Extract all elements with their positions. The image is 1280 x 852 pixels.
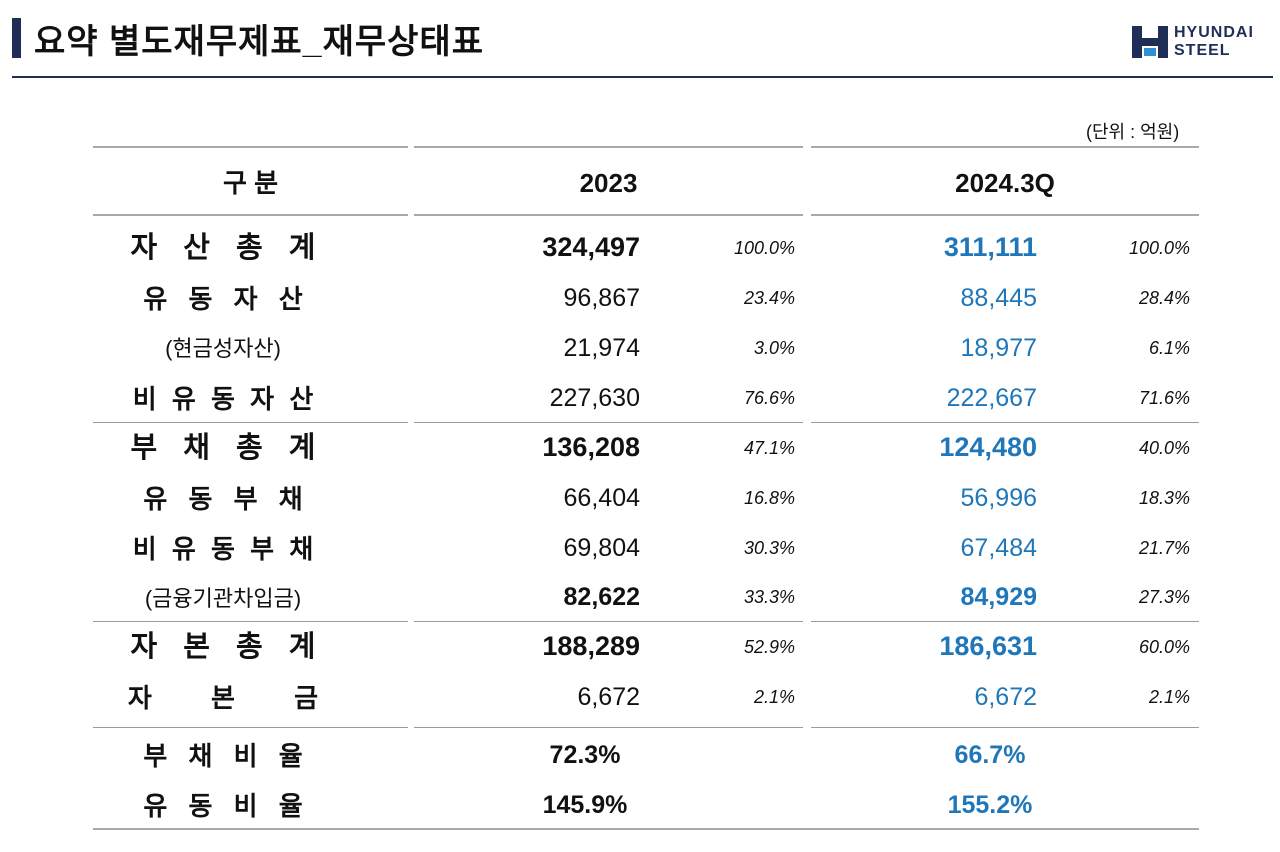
value-2024-3q: 186,631: [939, 631, 1037, 661]
title-accent-bar: [12, 18, 21, 58]
debt-ratio-2024-3q: 66.7%: [954, 741, 1026, 769]
header-bottom-rule: [93, 214, 408, 216]
row-label: 비 유 동 부 채: [132, 534, 314, 564]
section-rule: [811, 727, 1199, 728]
ratio-2024-3q: 100.0%: [1128, 238, 1190, 258]
row-label: 부 채 총 계: [130, 432, 316, 464]
table-bottom-rule: [93, 828, 1199, 830]
unit-note: (단위 : 억원): [1086, 122, 1180, 142]
value-2024-3q: 88,445: [960, 284, 1037, 312]
row-label: (현금성자산): [165, 336, 281, 361]
ratio-2024-3q: 28.4%: [1138, 288, 1190, 308]
ratio-2023: 23.4%: [743, 288, 795, 308]
ratio-label: 유 동 비 율: [143, 791, 303, 821]
ratio-2024-3q: 6.1%: [1148, 338, 1190, 358]
value-2023: 227,630: [549, 384, 640, 412]
logo-line-2: STEEL: [1174, 42, 1231, 59]
value-2024-3q: 124,480: [939, 432, 1037, 462]
section-rule: [93, 422, 408, 423]
table-top-rule: [93, 146, 408, 148]
section-rule: [811, 422, 1199, 423]
header-divider: [12, 76, 1273, 78]
section-rule: [93, 727, 408, 728]
value-2023: 324,497: [542, 232, 640, 262]
ratio-2023: 100.0%: [733, 238, 795, 258]
table-top-rule: [811, 146, 1199, 148]
value-2023: 188,289: [542, 631, 640, 661]
hyundai-steel-logo: HYUNDAI STEEL: [1130, 22, 1270, 66]
section-rule: [811, 621, 1199, 622]
ratio-2023: 30.3%: [743, 538, 795, 558]
ratio-2024-3q: 71.6%: [1138, 388, 1190, 408]
ratio-2024-3q: 21.7%: [1138, 538, 1190, 558]
section-rule: [414, 727, 803, 728]
ratio-2023: 47.1%: [743, 438, 795, 458]
ratio-2024-3q: 2.1%: [1148, 687, 1190, 707]
header-bottom-rule: [414, 214, 803, 216]
value-2024-3q: 222,667: [946, 384, 1037, 412]
row-label: 비 유 동 자 산: [132, 384, 314, 414]
value-2023: 82,622: [563, 583, 640, 611]
ratio-2023: 3.0%: [753, 338, 795, 358]
debt-ratio-2023: 72.3%: [549, 741, 621, 769]
row-label: 유 동 자 산: [143, 284, 303, 314]
value-2023: 136,208: [542, 432, 640, 462]
value-2023: 69,804: [563, 534, 640, 562]
ratio-2023: 52.9%: [743, 637, 795, 657]
value-2023: 21,974: [563, 334, 640, 362]
column-header-2024-3q: 2024.3Q: [955, 168, 1055, 198]
table-top-rule: [414, 146, 803, 148]
current-ratio-2023: 145.9%: [542, 791, 628, 819]
section-rule: [93, 621, 408, 622]
current-ratio-2024-3q: 155.2%: [947, 791, 1033, 819]
value-2024-3q: 56,996: [960, 484, 1037, 512]
ratio-2023: 2.1%: [753, 687, 795, 707]
ratio-2024-3q: 27.3%: [1138, 587, 1190, 607]
row-label: 자 본 총 계: [130, 631, 316, 663]
ratio-label: 부 채 비 율: [143, 741, 303, 771]
ratio-2023: 16.8%: [743, 488, 795, 508]
slide-header: 요약 별도재무제표_재무상태표 HYUNDAI STEEL: [0, 0, 1280, 78]
ratio-2024-3q: 18.3%: [1138, 488, 1190, 508]
row-label: 자 본 금: [127, 683, 319, 713]
value-2024-3q: 6,672: [974, 683, 1037, 711]
section-rule: [414, 422, 803, 423]
value-2024-3q: 18,977: [960, 334, 1037, 362]
column-header-2023: 2023: [579, 168, 638, 198]
row-label: 자 산 총 계: [130, 232, 316, 264]
value-2024-3q: 67,484: [960, 534, 1037, 562]
column-header-label: 구 분: [222, 168, 279, 198]
logo-line-1: HYUNDAI: [1174, 24, 1254, 41]
row-label: 유 동 부 채: [143, 484, 303, 514]
header-bottom-rule: [811, 214, 1199, 216]
value-2023: 96,867: [563, 284, 640, 312]
ratio-2023: 33.3%: [743, 587, 795, 607]
value-2023: 66,404: [563, 484, 640, 512]
ratio-2024-3q: 40.0%: [1138, 438, 1190, 458]
value-2024-3q: 311,111: [943, 232, 1037, 262]
ratio-2024-3q: 60.0%: [1138, 637, 1190, 657]
page-title: 요약 별도재무제표_재무상태표: [34, 23, 484, 61]
section-rule: [414, 621, 803, 622]
ratio-2023: 76.6%: [743, 388, 795, 408]
row-label: (금융기관차입금): [144, 586, 302, 611]
logo-text: HYUNDAI STEEL: [1174, 24, 1254, 60]
value-2023: 6,672: [577, 683, 640, 711]
value-2024-3q: 84,929: [960, 583, 1037, 611]
logo-h-icon: [1132, 26, 1168, 58]
